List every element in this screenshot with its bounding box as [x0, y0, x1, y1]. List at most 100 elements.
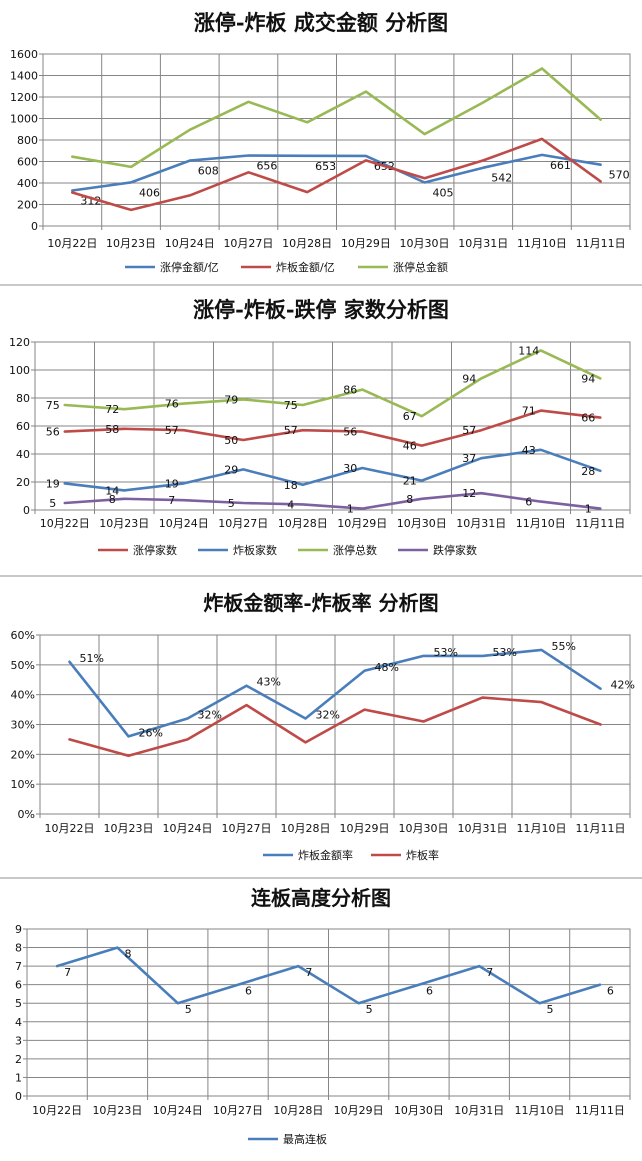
x-tick-label: 11月11日	[576, 237, 626, 250]
legend-label: 跌停家数	[433, 543, 477, 557]
x-tick-label: 10月24日	[153, 1104, 203, 1117]
data-label: 14	[105, 484, 119, 497]
series-line	[63, 409, 602, 447]
y-tick-label: 1400	[10, 70, 38, 83]
x-tick-label: 10月23日	[99, 517, 149, 530]
data-label: 57	[165, 424, 179, 437]
data-label: 12	[462, 487, 476, 500]
x-tick-label: 10月27日	[213, 1104, 263, 1117]
legend-label: 涨停总金额	[393, 260, 448, 274]
data-label: 8	[109, 493, 116, 506]
y-tick-label: 20	[16, 476, 30, 489]
data-label: 57	[462, 424, 476, 437]
y-tick-label: 1600	[10, 48, 38, 61]
legend-label: 炸板金额/亿	[276, 260, 335, 274]
data-label: 72	[105, 403, 119, 416]
y-tick-label: 5	[15, 997, 22, 1010]
y-tick-label: 3	[15, 1034, 22, 1047]
data-label: 37	[462, 452, 476, 465]
y-tick-label: 0	[31, 220, 38, 233]
x-tick-label: 11月10日	[515, 1104, 565, 1117]
data-label: 7	[168, 494, 175, 507]
divider	[0, 575, 642, 577]
x-tick-label: 11月11日	[576, 822, 626, 835]
y-tick-label: 1000	[10, 113, 38, 126]
data-label: 5	[228, 497, 235, 510]
data-label: 608	[198, 165, 219, 178]
data-label: 19	[46, 477, 60, 490]
data-label: 32%	[316, 709, 340, 722]
y-tick-label: 6	[15, 979, 22, 992]
y-tick-label: 60	[16, 420, 30, 433]
x-tick-label: 11月10日	[517, 822, 567, 835]
y-tick-label: 30%	[11, 719, 35, 732]
legend-label: 炸板率	[406, 848, 439, 862]
data-label: 94	[462, 372, 476, 385]
series-line	[63, 491, 602, 510]
x-tick-label: 11月10日	[516, 517, 566, 530]
data-label: 46	[403, 440, 417, 453]
data-label: 7	[305, 966, 312, 979]
data-label: 6	[245, 985, 252, 998]
data-label: 19	[165, 477, 179, 490]
x-tick-label: 10月31日	[456, 517, 506, 530]
data-label: 75	[46, 399, 60, 412]
turnover-chart: 涨停-炸板 成交金额 分析图 0 200 400 600 800 1000 1200 1400 1…	[10, 10, 631, 274]
counts-chart: 涨停-炸板-跌停 家数分析图 0 20 40 60 80 100 120 10月22日 10月23…	[9, 297, 631, 557]
data-label: 653	[315, 160, 336, 173]
data-label: 79	[224, 393, 238, 406]
data-label: 18	[284, 479, 298, 492]
y-tick-label: 2	[15, 1053, 22, 1066]
y-tick-label: 8	[15, 942, 22, 955]
divider	[0, 284, 642, 286]
data-label: 30	[343, 462, 357, 475]
data-label: 66	[581, 412, 595, 425]
x-tick-label: 10月31日	[458, 822, 508, 835]
data-label: 5	[547, 1003, 554, 1016]
x-tick-label: 10月27日	[218, 517, 268, 530]
x-tick-label: 10月28日	[281, 822, 331, 835]
data-label: 58	[105, 423, 119, 436]
data-label: 42%	[611, 679, 635, 692]
data-label: 8	[124, 948, 131, 961]
data-label: 32%	[198, 709, 222, 722]
y-tick-label: 200	[17, 199, 38, 212]
data-label: 1	[347, 503, 354, 516]
data-label: 56	[343, 426, 357, 439]
y-tick-label: 9	[15, 923, 22, 936]
legend-label: 炸板金额率	[298, 848, 353, 862]
x-tick-label: 10月22日	[47, 237, 97, 250]
y-tick-label: 20%	[11, 748, 35, 761]
data-label: 71	[522, 405, 536, 418]
divider	[0, 877, 642, 879]
chart-panel-rates: 炸板金额率-炸板率 分析图 0% 10% 20% 30% 40% 50% 60% 10月22日 1…	[0, 577, 642, 877]
series-line	[63, 448, 602, 492]
data-label: 5	[366, 1003, 373, 1016]
data-label: 75	[284, 399, 298, 412]
data-label: 76	[165, 398, 179, 411]
x-tick-label: 10月27日	[223, 237, 273, 250]
data-label: 7	[64, 966, 71, 979]
series-line	[55, 946, 602, 1005]
x-tick-label: 10月31日	[454, 1104, 504, 1117]
y-tick-label: 1200	[10, 91, 38, 104]
data-label: 53%	[434, 646, 458, 659]
y-tick-label: 60%	[11, 629, 35, 642]
data-label: 8	[406, 493, 413, 506]
series-line	[71, 67, 602, 169]
series-line	[68, 696, 602, 758]
x-tick-label: 10月29日	[337, 517, 387, 530]
y-tick-label: 40	[16, 448, 30, 461]
x-tick-label: 10月30日	[397, 517, 447, 530]
data-label: 28	[581, 465, 595, 478]
x-tick-label: 10月31日	[458, 237, 508, 250]
y-tick-label: 40%	[11, 689, 35, 702]
y-tick-label: 120	[9, 336, 30, 349]
x-tick-label: 10月28日	[278, 517, 328, 530]
legend-label: 最高连板	[283, 1132, 327, 1146]
legend-label: 炸板家数	[233, 543, 277, 557]
x-tick-label: 11月10日	[517, 237, 567, 250]
series-line	[71, 153, 602, 192]
data-label: 6	[607, 985, 614, 998]
series-line	[63, 349, 602, 418]
